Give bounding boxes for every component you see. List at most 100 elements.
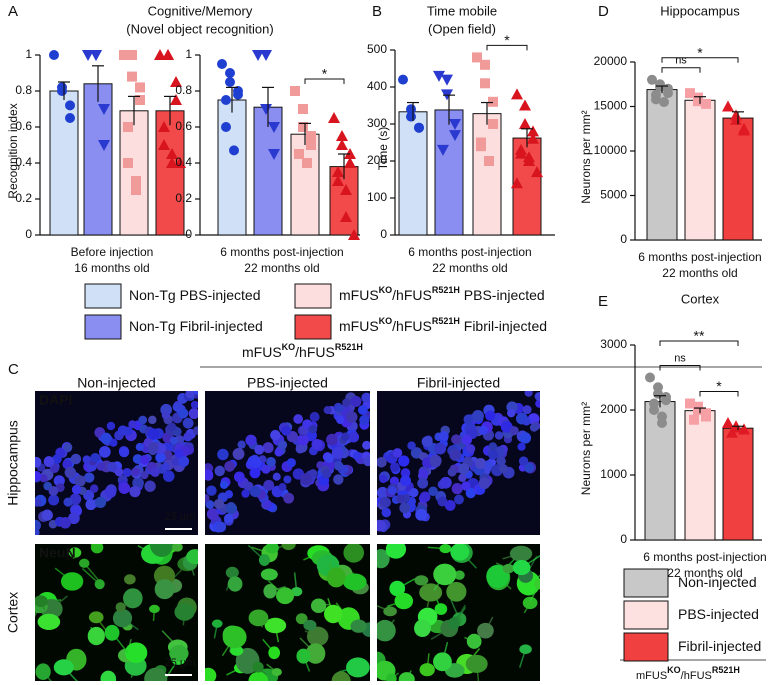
neuron [115, 602, 126, 612]
data-point [166, 157, 178, 168]
data-point [693, 405, 703, 415]
nucleus [192, 391, 198, 395]
legend-swatch [84, 283, 122, 309]
data-point [472, 52, 482, 63]
scale-bar-label: 25 µm [165, 657, 196, 669]
nucleus [494, 431, 504, 440]
legend-label: mFUSKO/hFUSR521H PBS-injected [339, 285, 545, 302]
micrograph [377, 391, 540, 535]
nucleus [450, 449, 462, 461]
nucleus [90, 452, 101, 463]
data-point [480, 59, 490, 70]
data-point [406, 111, 416, 122]
bar [83, 83, 113, 236]
data-point [348, 229, 360, 240]
nucleus [379, 496, 391, 508]
nucleus [139, 454, 150, 465]
neuron [509, 545, 533, 562]
bar [684, 99, 716, 241]
data-point [306, 131, 316, 141]
data-point [527, 125, 539, 137]
nucleus [451, 483, 463, 495]
bar [217, 99, 247, 236]
bar [434, 109, 464, 236]
nucleus [400, 468, 411, 478]
data-point [57, 86, 67, 96]
data-point [127, 50, 137, 60]
data-point [647, 74, 657, 85]
nucleus [475, 458, 487, 470]
nucleus [415, 508, 428, 521]
neuron [144, 667, 168, 681]
data-point [726, 426, 738, 438]
data-point [527, 132, 539, 144]
neuron [450, 544, 470, 561]
nucleus [336, 416, 345, 425]
neuron [248, 671, 269, 681]
data-point [449, 119, 461, 130]
neuron [389, 580, 406, 597]
nucleus [82, 455, 91, 464]
nucleus [214, 465, 225, 477]
nucleus [128, 420, 137, 429]
significance-bracket [699, 391, 739, 397]
neuron [291, 586, 303, 597]
nucleus [297, 434, 309, 446]
nucleus [323, 406, 332, 415]
nucleus [183, 432, 193, 442]
neuron [434, 603, 448, 615]
data-point [98, 104, 110, 115]
y-axis-label: Neurons per mm² [579, 402, 593, 495]
nucleus [498, 464, 508, 473]
data-point [651, 94, 661, 105]
nucleus [465, 444, 476, 454]
nucleus [64, 466, 77, 479]
data-point [693, 96, 703, 107]
nucleus [118, 446, 130, 458]
data-point [298, 122, 308, 132]
column-label: Non-injected [77, 375, 156, 391]
group-label: mFUSKO/hFUSR521H [242, 342, 363, 359]
x-axis-label: 22 months old [662, 266, 737, 280]
significance-label: ns [674, 352, 686, 364]
nucleus [524, 462, 535, 473]
nucleus [484, 460, 494, 469]
significance-bracket [659, 340, 739, 346]
text-part: R521H [712, 665, 740, 675]
nucleus [478, 425, 489, 435]
bar [722, 117, 754, 241]
y-tick-label: 0.4 [175, 155, 192, 169]
data-point [511, 177, 523, 189]
text-part: R521H [335, 342, 363, 352]
neuron [90, 544, 104, 554]
nucleus [223, 513, 234, 523]
data-point [519, 118, 531, 129]
neuron [512, 560, 531, 576]
nucleus [132, 454, 143, 464]
data-point [722, 100, 734, 112]
neuron [454, 570, 465, 580]
legend-label: PBS-injected [678, 606, 759, 622]
neuron [149, 604, 160, 614]
nucleus [96, 462, 105, 471]
y-tick-label: 0 [185, 227, 192, 241]
text-part: Fibril-injected [460, 318, 547, 334]
legend-label: mFUSKO/hFUSR521H Fibril-injected [339, 316, 547, 333]
neuron [414, 575, 429, 586]
nucleus [148, 415, 157, 425]
neuron [346, 657, 370, 678]
nucleus [232, 447, 245, 460]
data-point [268, 122, 280, 133]
nucleus [437, 496, 448, 507]
text-part: Non-injected [678, 574, 757, 590]
data-point [685, 88, 695, 99]
y-tick-label: 1 [185, 47, 192, 61]
nucleus [163, 470, 175, 482]
nucleus [350, 395, 362, 407]
nucleus [48, 494, 60, 506]
data-point [98, 140, 110, 151]
neuron [414, 619, 431, 638]
data-point [306, 140, 316, 150]
y-tick-label: 300 [367, 116, 387, 130]
neuron [342, 573, 367, 591]
